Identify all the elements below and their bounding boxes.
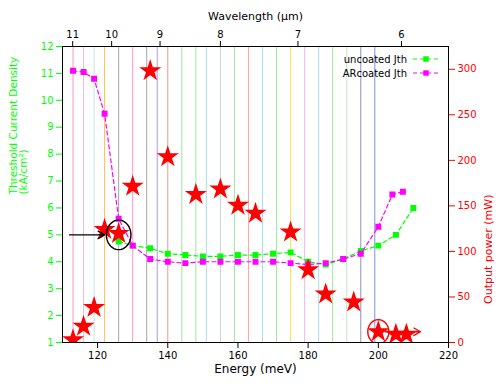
svg-text:9: 9 bbox=[47, 121, 53, 132]
svg-text:7: 7 bbox=[295, 29, 301, 40]
svg-text:7: 7 bbox=[47, 175, 53, 186]
svg-text:0: 0 bbox=[458, 337, 464, 348]
svg-text:Wavelength (μm): Wavelength (μm) bbox=[208, 10, 303, 23]
svg-text:9: 9 bbox=[157, 29, 163, 40]
svg-text:120: 120 bbox=[88, 350, 107, 361]
html-text:ARcoated Jth: ARcoated Jth bbox=[342, 67, 407, 79]
svg-text:200: 200 bbox=[458, 155, 477, 166]
svg-text:4: 4 bbox=[47, 256, 53, 267]
svg-text:250: 250 bbox=[458, 109, 477, 120]
svg-text:8: 8 bbox=[47, 148, 53, 159]
svg-text:12: 12 bbox=[41, 41, 54, 52]
svg-text:11: 11 bbox=[41, 68, 54, 79]
svg-text:10: 10 bbox=[105, 29, 118, 40]
svg-text:Energy (meV): Energy (meV) bbox=[214, 362, 296, 376]
svg-text:200: 200 bbox=[369, 350, 388, 361]
svg-text:6: 6 bbox=[398, 29, 404, 40]
svg-text:220: 220 bbox=[439, 350, 458, 361]
svg-text:160: 160 bbox=[228, 350, 247, 361]
svg-text:8: 8 bbox=[217, 29, 223, 40]
svg-text:300: 300 bbox=[458, 63, 477, 74]
svg-text:3: 3 bbox=[47, 283, 53, 294]
svg-text:140: 140 bbox=[158, 350, 177, 361]
svg-text:6: 6 bbox=[47, 202, 53, 213]
svg-text:10: 10 bbox=[41, 95, 54, 106]
svg-text:Threshold Current Density(kA/c: Threshold Current Density(kA/cm²) bbox=[7, 57, 30, 196]
svg-text:2: 2 bbox=[47, 310, 53, 321]
svg-text:150: 150 bbox=[458, 200, 477, 211]
svg-text:1: 1 bbox=[47, 337, 53, 348]
svg-text:180: 180 bbox=[299, 350, 318, 361]
svg-text:50: 50 bbox=[458, 291, 471, 302]
svg-text:100: 100 bbox=[458, 246, 477, 257]
svg-text:11: 11 bbox=[66, 29, 79, 40]
svg-text:5: 5 bbox=[47, 229, 53, 240]
svg-text:Output power (mW): Output power (mW) bbox=[482, 195, 495, 304]
html-text:uncoated Jth: uncoated Jth bbox=[343, 53, 407, 65]
